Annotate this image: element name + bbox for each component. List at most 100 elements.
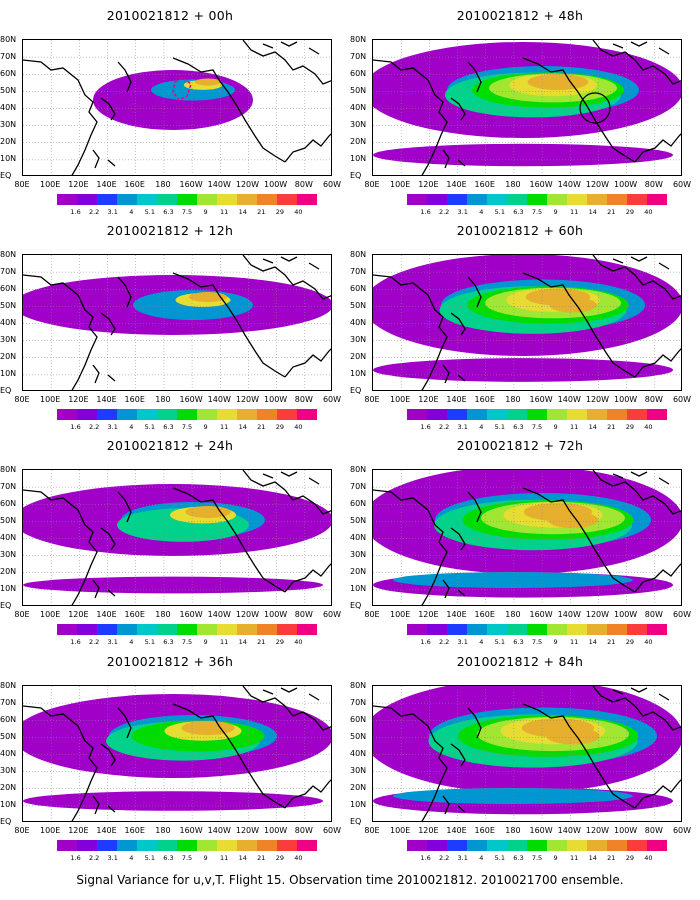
latitude-label: 60N [0, 69, 17, 78]
colorbar-swatch [427, 194, 447, 205]
longitude-label: 120E [68, 826, 89, 835]
longitude-label: 160E [124, 826, 145, 835]
latitude-label: EQ [0, 601, 12, 610]
longitude-label: 60W [672, 395, 692, 404]
colorbar-swatch [117, 409, 137, 420]
colorbar-label: 1.6 [70, 638, 81, 646]
longitude-label: 120W [235, 826, 260, 835]
colorbar-swatch [627, 194, 647, 205]
colorbar-labels: 1.6 2.2 3.1 4 5.1 6.3 7.5 9 11 14 21 29 40 [57, 854, 317, 862]
colorbar-label: 3.1 [107, 423, 118, 431]
longitude-label: 60W [322, 610, 342, 619]
colorbar-label: 7.5 [181, 208, 193, 216]
colorbar-label: 29 [625, 854, 634, 862]
colorbar-label: 5.1 [494, 854, 506, 862]
latitude-label: 60N [350, 499, 367, 508]
longitude-label: 100W [264, 395, 288, 404]
colorbar-label: 40 [644, 208, 653, 216]
colorbar-swatch [217, 409, 237, 420]
longitude-label: 120E [418, 180, 439, 189]
latitude-label: 60N [350, 69, 367, 78]
colorbar-swatch [487, 624, 507, 635]
longitude-label: 140W [557, 610, 581, 619]
colorbar-label: 3.1 [457, 208, 468, 216]
colorbar-swatch [447, 194, 467, 205]
colorbar-label: 9 [203, 638, 208, 646]
colorbar-swatch [647, 409, 667, 420]
colorbar-label: 14 [588, 208, 597, 216]
colorbar-label: 14 [588, 638, 597, 646]
colorbar-swatch [137, 409, 157, 420]
latitude-label: 40N [350, 749, 367, 758]
colorbar-label: 29 [275, 208, 284, 216]
longitude-label: 100E [40, 395, 61, 404]
longitude-label: 140E [446, 610, 467, 619]
colorbar-swatch [117, 840, 137, 851]
colorbar-label: 7.5 [531, 638, 543, 646]
longitude-label: 140E [96, 826, 117, 835]
latitude-label: 80N [0, 465, 17, 474]
colorbar-label: 1.6 [70, 423, 81, 431]
colorbar-swatch [527, 194, 547, 205]
latitude-label: EQ [0, 386, 12, 395]
colorbar-swatch [547, 624, 567, 635]
colorbar-swatch [277, 194, 297, 205]
colorbar-label: 1.6 [420, 854, 431, 862]
colorbar-label: 5.1 [494, 423, 506, 431]
latitude-label: 30N [0, 550, 17, 559]
latitude-label: 70N [0, 52, 17, 61]
colorbar-label: 1.6 [420, 638, 431, 646]
colorbar-swatch [257, 840, 277, 851]
latitude-label: 70N [350, 698, 367, 707]
longitude-label: 80W [644, 180, 663, 189]
colorbar-label: 6.3 [163, 423, 174, 431]
latitude-label: 30N [350, 766, 367, 775]
colorbar-swatch [407, 194, 427, 205]
longitude-label: 180 [505, 395, 521, 404]
colorbar-label: 6.3 [513, 208, 524, 216]
longitude-label: 140E [96, 395, 117, 404]
colorbar-label: 4 [129, 638, 134, 646]
colorbar-label: 40 [644, 638, 653, 646]
colorbar-swatch [507, 409, 527, 420]
longitude-label: 100E [40, 180, 61, 189]
latitude-label: 10N [0, 154, 17, 163]
latitude-label: 60N [350, 284, 367, 293]
colorbar-label: 11 [220, 423, 229, 431]
longitude-label: 160W [179, 826, 203, 835]
latitude-label: 20N [350, 567, 367, 576]
latitude-label: 30N [350, 335, 367, 344]
colorbar-swatch [177, 409, 197, 420]
colorbar-swatch [467, 194, 487, 205]
colorbar-label: 2.2 [88, 854, 100, 862]
panel-title: 2010021812 + 60h [456, 223, 584, 238]
longitude-label: 100E [390, 826, 411, 835]
colorbar-label: 9 [203, 208, 208, 216]
colorbar-label: 14 [238, 638, 247, 646]
colorbar-swatch [547, 409, 567, 420]
latitude-label: 50N [350, 301, 367, 310]
colorbar [57, 194, 317, 205]
colorbar-swatch [527, 840, 547, 851]
colorbar-label: 5.1 [144, 854, 156, 862]
longitude-label: 60W [672, 180, 692, 189]
colorbar-swatch [587, 624, 607, 635]
colorbar-label: 9 [203, 854, 208, 862]
forecast-panel: 2010021812 + 84h 80N 70N 60N 50N 40N 30N 20N 10N… [350, 646, 691, 862]
longitude-label: 80E [14, 610, 30, 619]
figure-caption: Signal Variance for u,v,T. Flight 15. Ob… [76, 873, 624, 887]
longitude-label: 80E [14, 180, 30, 189]
colorbar-label: 40 [294, 638, 303, 646]
longitude-label: 160E [474, 826, 495, 835]
colorbar-label: 9 [553, 423, 558, 431]
colorbar-swatch [507, 194, 527, 205]
latitude-label: 70N [0, 698, 17, 707]
colorbar-swatch [137, 194, 157, 205]
latitude-label: 30N [350, 120, 367, 129]
latitude-label: 20N [350, 783, 367, 792]
colorbar-swatch [177, 840, 197, 851]
colorbar-swatch [257, 624, 277, 635]
variance-field [23, 686, 331, 821]
colorbar-label: 1.6 [420, 208, 431, 216]
longitude-label: 160E [474, 180, 495, 189]
